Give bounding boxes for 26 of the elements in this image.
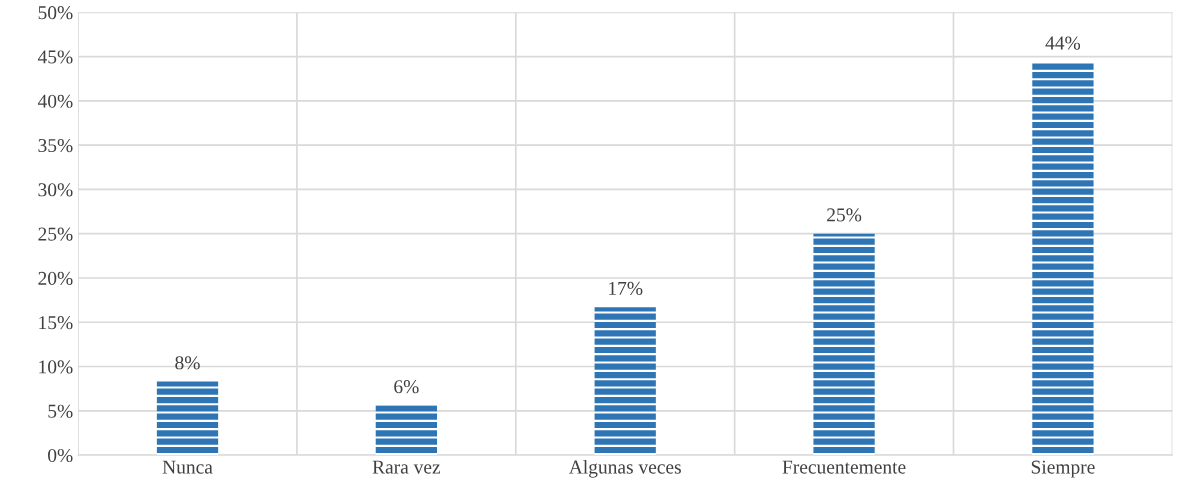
bar xyxy=(813,233,875,456)
y-tick-label: 50% xyxy=(38,6,73,20)
y-tick-label: 10% xyxy=(39,360,73,374)
x-tick-label: Rara vez xyxy=(372,460,441,474)
bar xyxy=(375,405,437,456)
bar xyxy=(594,307,656,456)
bar xyxy=(156,381,219,456)
bar xyxy=(1032,61,1094,456)
data-label: 25% xyxy=(827,208,862,222)
y-tick-label: 45% xyxy=(37,50,73,64)
y-tick-label: 30% xyxy=(38,183,73,197)
data-label: 8% xyxy=(175,356,200,370)
y-tick-label: 15% xyxy=(39,316,73,330)
y-tick-label: 35% xyxy=(38,138,73,153)
data-label: 17% xyxy=(609,281,643,295)
x-tick-label: Algunas veces xyxy=(568,459,681,478)
y-tick-label: 40% xyxy=(37,94,73,108)
y-tick-label: 25% xyxy=(38,227,73,241)
y-tick-label: 5% xyxy=(48,404,73,418)
y-tick-label: 0% xyxy=(48,448,73,463)
data-label: 44% xyxy=(1045,36,1081,50)
y-tick-label: 20% xyxy=(38,271,73,285)
x-tick-label: Siempre xyxy=(1031,460,1095,478)
data-label: 6% xyxy=(394,380,419,394)
x-tick-label: Frecuentemente xyxy=(782,460,906,474)
x-tick-label: Nunca xyxy=(162,460,213,474)
